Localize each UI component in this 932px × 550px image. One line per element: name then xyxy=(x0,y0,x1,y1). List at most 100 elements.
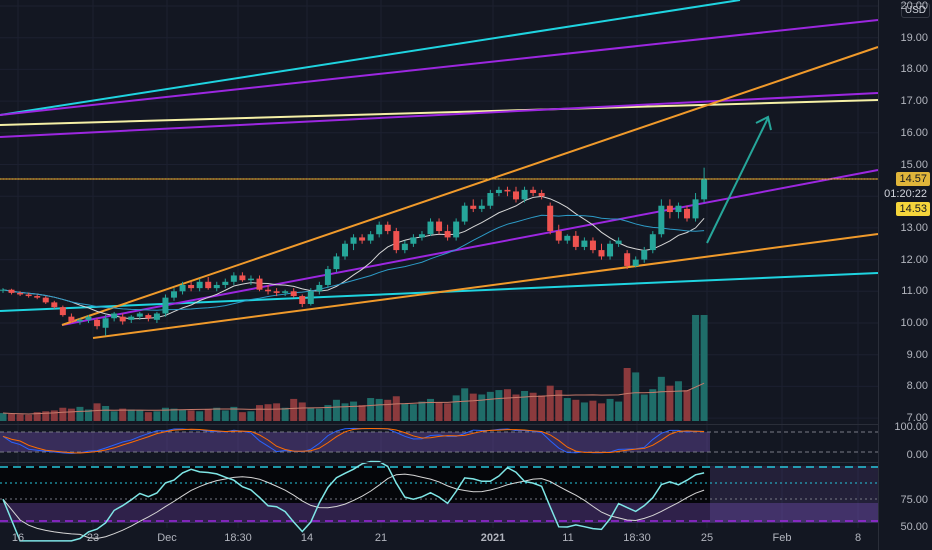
fast-moving-average-line xyxy=(2,195,705,320)
volume-bar xyxy=(649,389,657,421)
volume-bar xyxy=(478,394,486,421)
time-tick-label: 18:30 xyxy=(623,532,651,544)
candle-body xyxy=(307,291,314,304)
volume-bar xyxy=(418,401,426,421)
volume-bar xyxy=(324,405,332,421)
volume-bar xyxy=(25,414,33,421)
candle-body xyxy=(247,278,254,281)
price-axis[interactable]: USD 20.0019.0018.0017.0016.0015.0014.001… xyxy=(878,0,932,550)
candle-body xyxy=(85,316,92,320)
volume-bar xyxy=(298,402,306,421)
candle-body xyxy=(607,243,614,257)
candle-body xyxy=(136,313,143,317)
candle-body xyxy=(68,316,75,322)
volume-bar xyxy=(623,368,631,421)
volume-bar xyxy=(469,393,477,421)
candle-body xyxy=(119,316,126,322)
candle-body xyxy=(376,224,383,235)
candle-body xyxy=(196,281,203,289)
volume-bar xyxy=(315,408,323,421)
level-price-badge: 14.57 xyxy=(896,172,930,186)
volume-bar xyxy=(273,403,281,421)
currency-badge[interactable]: USD xyxy=(900,3,930,18)
candle-body xyxy=(8,289,15,293)
candle-body xyxy=(418,234,425,238)
volume-bar xyxy=(657,376,665,421)
time-tick-label: 16 xyxy=(11,532,25,544)
time-tick-label: Dec xyxy=(157,532,177,544)
volume-bar xyxy=(589,400,597,421)
candle-body xyxy=(145,315,152,319)
candle-body xyxy=(25,294,32,297)
candle-body xyxy=(42,297,49,303)
volume-bar xyxy=(341,403,349,421)
candle-body xyxy=(495,189,502,194)
trendline-drawings[interactable] xyxy=(0,0,879,339)
volume-bar xyxy=(427,398,434,421)
rsi-future-zone xyxy=(710,466,878,522)
candle-body xyxy=(530,189,537,194)
projection-arrow-head xyxy=(755,115,772,131)
price-tick-label: 13.00 xyxy=(900,221,928,234)
candle-body xyxy=(564,235,571,241)
candle-body xyxy=(393,231,400,251)
volume-bar xyxy=(161,407,169,421)
price-tick-label: 20.00 xyxy=(900,0,928,12)
price-tick-label: 16.00 xyxy=(900,126,928,139)
candle-body xyxy=(410,237,417,244)
candle-body xyxy=(111,313,118,319)
volume-bar xyxy=(572,399,580,421)
volume-bar xyxy=(221,410,229,421)
candle-body xyxy=(324,269,331,285)
pane-separator[interactable] xyxy=(0,462,878,463)
candle-body xyxy=(641,250,648,260)
price-tick-label: 9.00 xyxy=(906,348,928,361)
volume-bar xyxy=(42,411,50,421)
volume-bar xyxy=(674,381,682,421)
candle-body xyxy=(290,291,297,297)
volume-bar xyxy=(144,412,152,421)
price-tick-label: 19.00 xyxy=(900,31,928,44)
stoch-band xyxy=(0,432,710,452)
stoch-d-line xyxy=(2,428,705,454)
volume-bar xyxy=(8,413,16,421)
volume-bar xyxy=(615,401,623,421)
volume-bar xyxy=(170,408,178,421)
candle-body xyxy=(436,221,443,232)
volume-bar xyxy=(196,411,204,421)
candle-body xyxy=(658,205,665,235)
volume-bar xyxy=(281,407,289,421)
time-tick-label: 11 xyxy=(562,532,574,544)
volume-bar xyxy=(692,315,700,421)
time-tick-label: Feb xyxy=(772,532,792,544)
volume-bar xyxy=(136,410,144,421)
volume-bar xyxy=(598,403,605,421)
volume-bar xyxy=(521,390,529,421)
pane-separator[interactable] xyxy=(0,424,878,425)
candle-body xyxy=(666,205,673,213)
volume-bar xyxy=(495,390,503,421)
candle-body xyxy=(547,205,554,232)
volume-bar xyxy=(67,408,75,421)
candle-body xyxy=(624,253,631,266)
volume-bar xyxy=(666,385,674,421)
volume-bar xyxy=(350,401,358,421)
volume-bar xyxy=(538,395,546,421)
candle-body xyxy=(615,240,622,244)
candle-body xyxy=(538,193,545,197)
candle-body xyxy=(632,259,639,266)
price-tick-label: 7.00 xyxy=(906,412,928,425)
candle-body xyxy=(179,284,186,292)
volume-bar xyxy=(59,407,67,421)
candlestick-series xyxy=(0,167,708,336)
volume-bar xyxy=(401,403,409,421)
volume-bar xyxy=(102,405,110,421)
volume-bar xyxy=(392,396,400,421)
candle-body xyxy=(384,224,391,232)
volume-bar xyxy=(461,388,469,421)
price-tick-label: 18.00 xyxy=(900,63,928,76)
volume-bar xyxy=(238,412,246,421)
projection-arrow xyxy=(706,117,769,244)
oscillator-tick-label: 75.00 xyxy=(900,494,928,506)
